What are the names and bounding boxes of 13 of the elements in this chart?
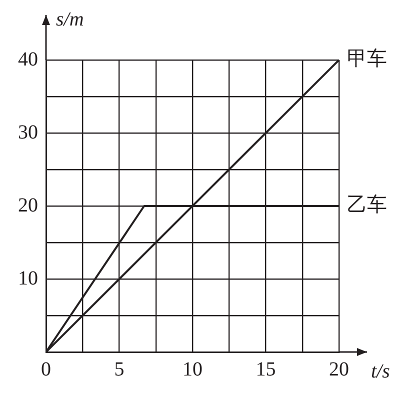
series-label: 乙车: [347, 192, 387, 216]
x-tick-label: 10: [182, 358, 202, 380]
y-tick-label: 30: [18, 121, 38, 144]
y-axis-title: s/m: [56, 8, 84, 30]
x-tick-label: 0: [41, 358, 51, 380]
series-label: 甲车: [347, 46, 387, 70]
y-tick-label: 20: [18, 194, 38, 216]
y-tick-label: 40: [18, 48, 38, 70]
x-tick-label: 5: [114, 358, 124, 380]
x-tick-label: 15: [256, 358, 276, 380]
y-tick-label: 10: [18, 267, 38, 290]
x-axis-title: t/s: [371, 360, 390, 382]
x-tick-label: 20: [329, 358, 349, 380]
